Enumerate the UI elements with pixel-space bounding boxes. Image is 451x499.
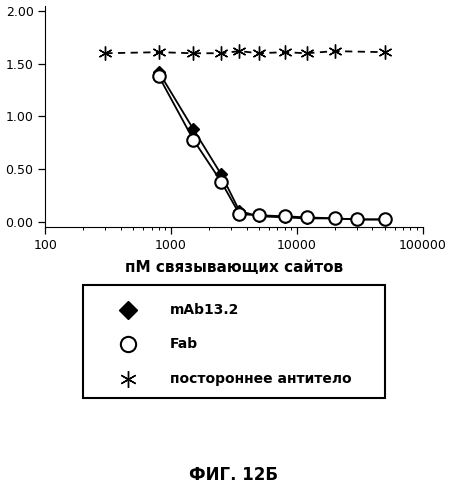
Text: постороннее антитело: постороннее антитело <box>170 372 351 386</box>
Text: ФИГ. 12Б: ФИГ. 12Б <box>189 466 278 484</box>
Text: Fab: Fab <box>170 337 198 351</box>
X-axis label: пM связывающих сайтов: пM связывающих сайтов <box>124 260 342 275</box>
FancyBboxPatch shape <box>83 285 384 398</box>
Text: mAb13.2: mAb13.2 <box>170 303 239 317</box>
